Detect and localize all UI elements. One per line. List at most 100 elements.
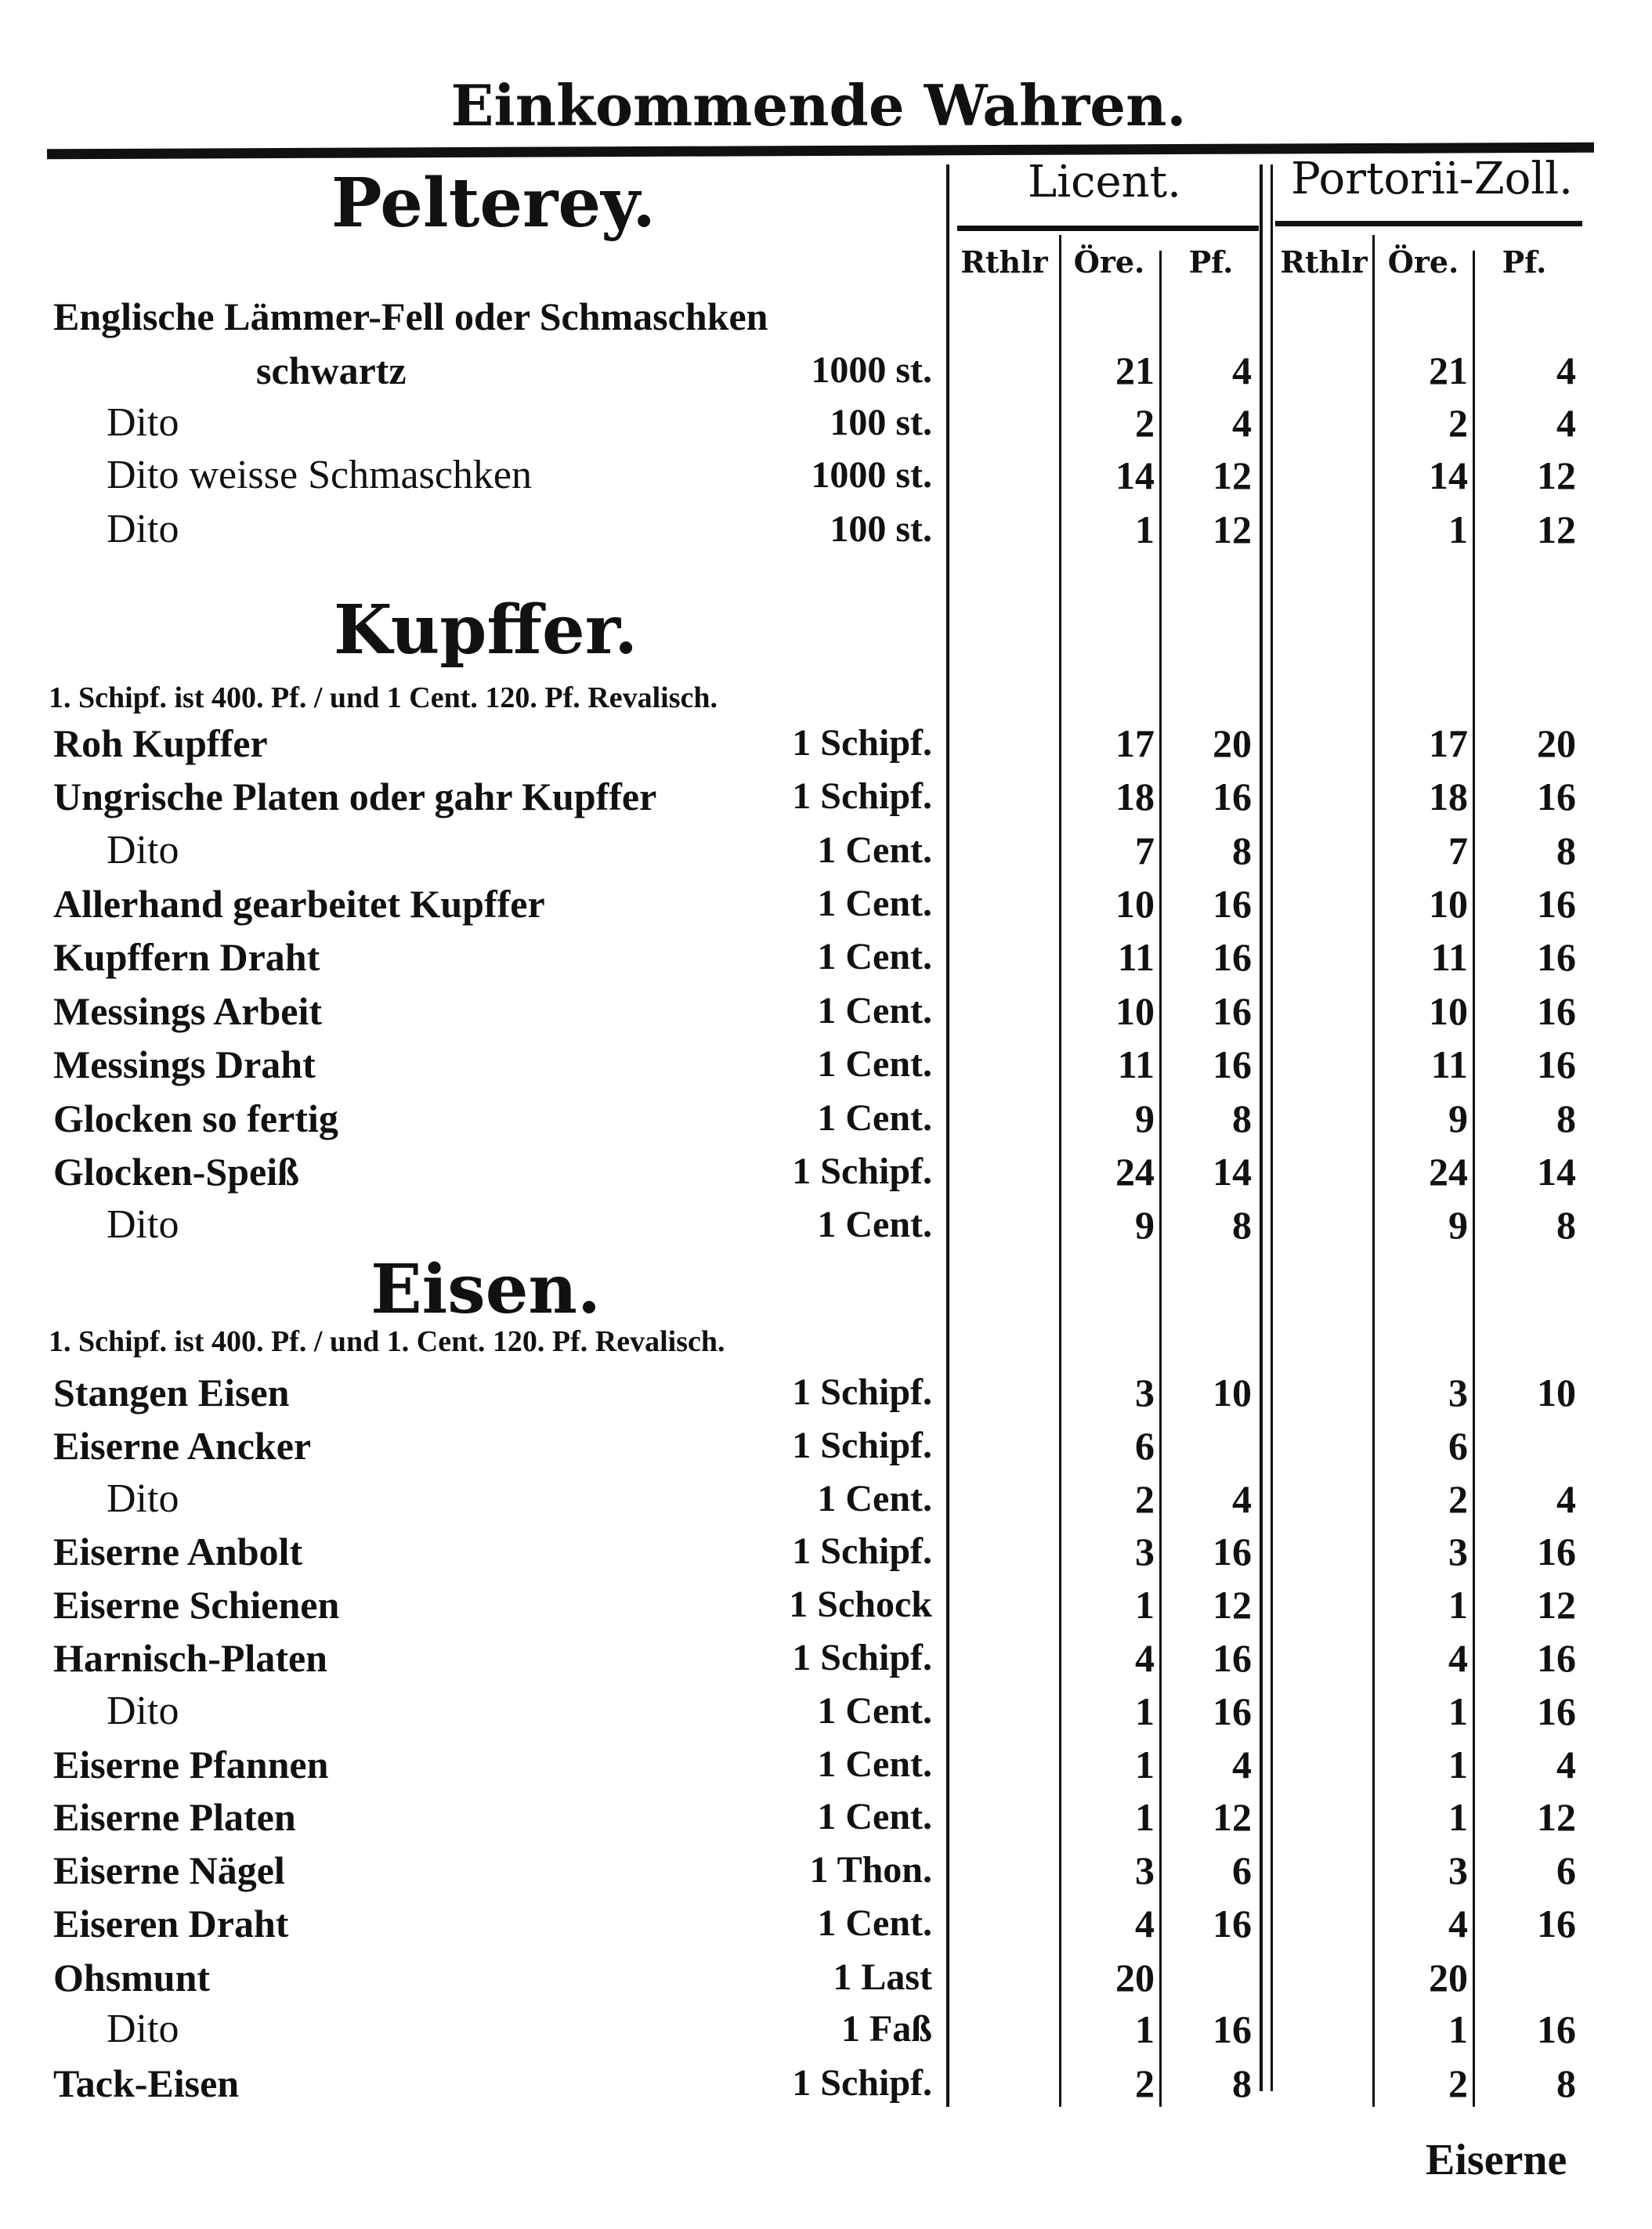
section-note: 1. Schipf. ist 400. Pf. / und 1. Cent. 1… (49, 1325, 725, 1358)
item-name: Messings Draht (53, 1042, 316, 1086)
item-quantity: 100 st. (830, 402, 932, 443)
licent-pf: 8 (1232, 1203, 1252, 1247)
portorii-header-rule (1275, 221, 1582, 226)
licent-ore: 10 (1115, 882, 1155, 926)
licent-pf: 16 (1213, 1689, 1252, 1733)
item-quantity: 1 Last (833, 1956, 932, 1998)
portorii-ore: 10 (1429, 989, 1468, 1033)
portorii-pf: 16 (1537, 775, 1576, 818)
portorii-ore: 10 (1429, 882, 1468, 926)
portorii-pf: 8 (1556, 1203, 1576, 1247)
licent-ore: 10 (1115, 989, 1155, 1033)
item-quantity: 1 Cent. (817, 1743, 932, 1785)
item-name: Dito (107, 1202, 179, 1247)
licent-pf: 8 (1232, 1096, 1252, 1140)
portorii-pf: 16 (1537, 882, 1576, 926)
portorii-header: Portorii-Zoll. (1291, 154, 1573, 204)
licent-header: Licent. (1028, 157, 1181, 208)
portorii-pf: 12 (1537, 508, 1576, 551)
licent-ore: 1 (1135, 1743, 1155, 1786)
licent-ore: 11 (1117, 1042, 1155, 1086)
portorii-pf: 4 (1556, 1743, 1576, 1786)
portorii-ore: 4 (1448, 1902, 1468, 1945)
licent-ore: 17 (1115, 721, 1155, 765)
section-note: 1. Schipf. ist 400. Pf. / und 1 Cent. 12… (49, 681, 718, 714)
item-name: Eiserne Schienen (53, 1583, 340, 1627)
licent-pf: 16 (1213, 1902, 1252, 1945)
portorii-pf: 12 (1537, 1583, 1576, 1627)
licent-pf: 16 (1213, 1636, 1252, 1680)
licent-ore: 7 (1135, 829, 1155, 872)
item-name: Glocken-Speiß (53, 1150, 299, 1194)
portorii-pf: 16 (1537, 1902, 1576, 1945)
portorii-ore: 9 (1448, 1096, 1468, 1140)
portorii-pf: 14 (1537, 1150, 1576, 1194)
licent-pf-header: Pf. (1188, 244, 1234, 280)
portorii-pf: 16 (1537, 1530, 1576, 1573)
licent-pf: 4 (1232, 1743, 1252, 1786)
portorii-ore: 1 (1448, 1743, 1468, 1786)
item-quantity: 1 Schipf. (792, 2062, 932, 2104)
licent-pf: 12 (1213, 508, 1252, 551)
item-quantity: 1 Thon. (809, 1849, 932, 1891)
licent-ore: 3 (1135, 1530, 1155, 1573)
item-quantity: 1 Cent. (817, 1902, 932, 1944)
portorii-pf: 4 (1556, 1477, 1576, 1521)
portorii-ore: 1 (1448, 1583, 1468, 1627)
licent-ore: 9 (1135, 1096, 1155, 1140)
item-quantity: 1 Cent. (817, 829, 932, 871)
licent-ore: 24 (1115, 1150, 1155, 1194)
item-name: Ohsmunt (53, 1956, 211, 2000)
portorii-ore: 18 (1429, 775, 1468, 818)
item-quantity: 1 Cent. (817, 1690, 932, 1732)
portorii-pf: 8 (1556, 829, 1576, 872)
portorii-ore: 14 (1429, 453, 1468, 497)
item-name: Allerhand gearbeitet Kupffer (53, 882, 545, 926)
portorii-ore: 11 (1430, 935, 1468, 979)
licent-pf: 16 (1213, 775, 1252, 818)
licent-ore: 20 (1115, 1956, 1155, 2000)
portorii-pf: 4 (1556, 349, 1576, 392)
portorii-pf: 16 (1537, 935, 1576, 979)
item-name: Messings Arbeit (53, 989, 323, 1033)
section-heading: Kupffer. (333, 591, 638, 670)
item-quantity: 100 st. (830, 508, 932, 550)
portorii-ore: 1 (1448, 1795, 1468, 1839)
portorii-pf: 12 (1537, 453, 1576, 497)
item-quantity: 1 Cent. (817, 1204, 932, 1245)
licent-pf: 16 (1213, 1530, 1252, 1573)
licent-pf: 4 (1232, 401, 1252, 445)
item-quantity: 1 Schipf. (792, 775, 932, 817)
item-quantity: 1000 st. (811, 454, 932, 496)
item-name: Ungrische Platen oder gahr Kupffer (53, 775, 657, 818)
licent-ore: 6 (1135, 1424, 1155, 1468)
item-name: Dito (107, 2007, 179, 2051)
licent-ore: 1 (1135, 1583, 1155, 1627)
column-divider (1059, 235, 1061, 2107)
item-name: Roh Kupffer (53, 721, 268, 765)
item-name: Tack-Eisen (53, 2061, 240, 2105)
licent-ore-header: Öre. (1073, 244, 1145, 280)
licent-pf: 12 (1213, 1795, 1252, 1839)
licent-ore: 3 (1135, 1848, 1155, 1892)
item-name: Englische Lämmer-Fell oder Schmaschken (53, 294, 768, 338)
item-quantity: 1 Cent. (817, 1097, 932, 1139)
portorii-pf: 16 (1537, 1636, 1576, 1680)
item-quantity: 1 Cent. (817, 1478, 932, 1519)
portorii-ore: 2 (1448, 1477, 1468, 1521)
portorii-ore: 21 (1429, 349, 1468, 392)
licent-pf: 8 (1232, 829, 1252, 872)
item-quantity: 1000 st. (811, 349, 932, 391)
licent-pf: 16 (1213, 1042, 1252, 1086)
column-divider (1473, 251, 1475, 2107)
column-divider (1271, 164, 1273, 2091)
licent-ore: 2 (1135, 2061, 1155, 2105)
licent-ore: 1 (1135, 508, 1155, 551)
section-heading: Pelterey. (331, 164, 656, 243)
item-name: Dito (107, 1476, 179, 1521)
item-quantity: 1 Schipf. (792, 722, 932, 764)
licent-pf: 10 (1213, 1371, 1252, 1414)
section-heading: Eisen. (371, 1250, 601, 1329)
portorii-pf: 10 (1537, 1371, 1576, 1414)
licent-ore: 9 (1135, 1203, 1155, 1247)
